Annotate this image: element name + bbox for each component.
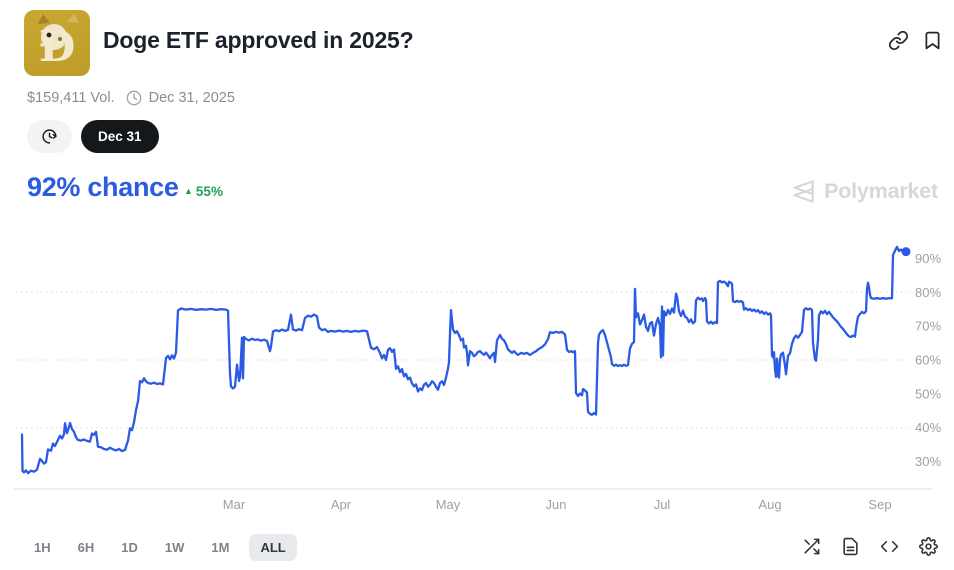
timeframe-1w[interactable]: 1W bbox=[164, 540, 185, 555]
code-icon[interactable] bbox=[880, 537, 902, 559]
link-icon[interactable] bbox=[888, 30, 912, 54]
x-tick-Jul: Jul bbox=[654, 497, 671, 512]
chart-toolbar bbox=[802, 537, 941, 559]
polymarket-logo-icon bbox=[793, 180, 814, 203]
history-pill-button[interactable] bbox=[27, 120, 72, 153]
timeframe-1h[interactable]: 1H bbox=[34, 540, 51, 555]
current-value-dot bbox=[901, 247, 911, 257]
probability-chart[interactable]: 90% 80% 70% 60% 50% 40% 30% Mar Apr May Jun Jul Aug S… bbox=[0, 230, 954, 520]
clock-icon bbox=[126, 90, 141, 106]
y-tick-40%: 40% bbox=[915, 420, 941, 435]
x-tick-Apr: Apr bbox=[331, 497, 352, 512]
chance-value: 92% chance bbox=[27, 172, 179, 202]
y-tick-50%: 50% bbox=[915, 386, 941, 401]
timeframe-1d[interactable]: 1D bbox=[121, 540, 138, 555]
svg-text:Đ: Đ bbox=[39, 22, 76, 71]
y-tick-80%: 80% bbox=[915, 285, 941, 300]
page-title: Doge ETF approved in 2025? bbox=[103, 27, 414, 53]
shuffle-icon[interactable] bbox=[802, 537, 824, 559]
document-icon[interactable] bbox=[841, 537, 863, 559]
y-tick-60%: 60% bbox=[915, 353, 941, 368]
timeframe-6h[interactable]: 6H bbox=[77, 540, 95, 555]
x-tick-Aug: Aug bbox=[758, 497, 781, 512]
x-tick-Jun: Jun bbox=[546, 497, 567, 512]
end-date-label: Dec 31, 2025 bbox=[148, 90, 235, 106]
bookmark-icon[interactable] bbox=[922, 30, 946, 54]
delta-value: 55% bbox=[195, 184, 223, 199]
doge-market-icon: Đ bbox=[24, 10, 90, 76]
date-pill-button[interactable]: Dec 31 bbox=[81, 120, 159, 153]
outcome-pills: Dec 31 bbox=[27, 120, 159, 153]
timeframe-selector: 1H 6H 1D 1W 1M ALL bbox=[27, 534, 297, 561]
doge-coin-illustration: Đ bbox=[38, 13, 79, 71]
timeframe-all[interactable]: ALL bbox=[249, 534, 297, 561]
x-tick-Sep: Sep bbox=[868, 497, 891, 512]
polymarket-watermark: Polymarket bbox=[789, 178, 938, 205]
y-tick-30%: 30% bbox=[915, 454, 941, 469]
chance-delta: ▲ 55% bbox=[184, 184, 223, 199]
up-arrow-icon: ▲ bbox=[184, 186, 193, 196]
watermark-text: Polymarket bbox=[824, 179, 938, 203]
timeframe-1m[interactable]: 1M bbox=[211, 540, 230, 555]
market-meta: $159,411 Vol. Dec 31, 2025 bbox=[27, 90, 235, 106]
y-tick-70%: 70% bbox=[915, 319, 941, 334]
x-tick-Mar: Mar bbox=[223, 497, 246, 512]
gear-icon[interactable] bbox=[919, 537, 941, 559]
probability-line bbox=[20, 245, 908, 475]
volume-label: $159,411 Vol. bbox=[27, 90, 115, 106]
x-tick-May: May bbox=[436, 497, 461, 512]
clock-countdown-icon bbox=[42, 129, 57, 144]
y-tick-90%: 90% bbox=[915, 251, 941, 266]
